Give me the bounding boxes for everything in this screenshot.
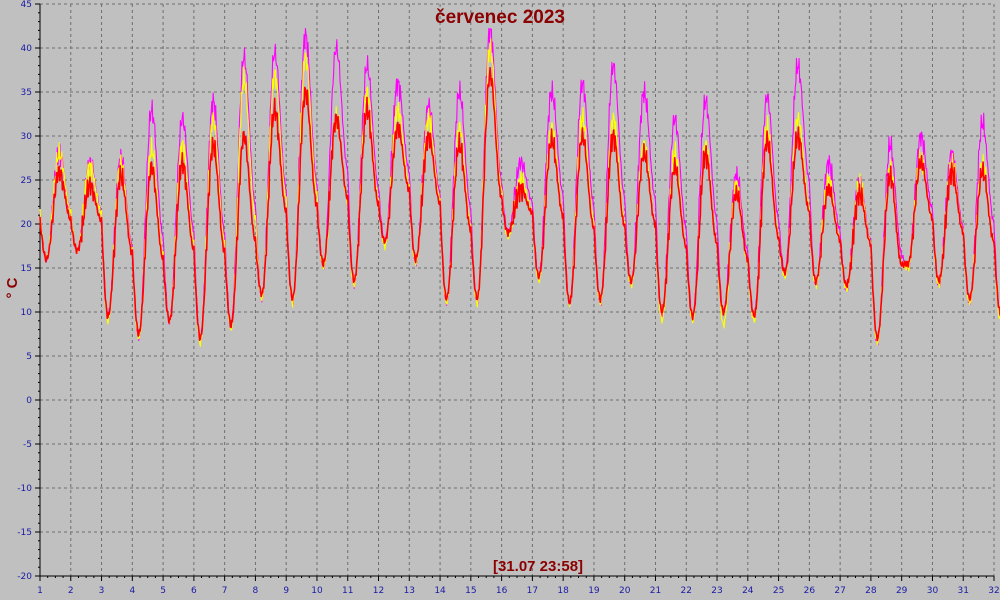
x-tick-label: 20 xyxy=(619,586,631,596)
x-tick-label: 32 xyxy=(988,586,999,596)
y-tick-label: -10 xyxy=(17,484,32,494)
x-tick-label: 13 xyxy=(404,586,415,596)
x-tick-label: 22 xyxy=(681,586,692,596)
series xyxy=(39,27,1000,347)
x-tick-label: 14 xyxy=(434,586,446,596)
x-tick-label: 21 xyxy=(650,586,661,596)
x-tick-label: 31 xyxy=(957,586,968,596)
x-tick-label: 26 xyxy=(804,586,816,596)
x-tick-label: 8 xyxy=(253,586,259,596)
x-tick-label: 1 xyxy=(37,586,43,596)
x-tick-label: 10 xyxy=(311,586,323,596)
x-tick-label: 12 xyxy=(373,586,384,596)
timestamp-label: [31.07 23:58] xyxy=(493,558,583,575)
y-axis-label: ° C xyxy=(4,277,21,298)
y-tick-label: 35 xyxy=(21,88,32,98)
grid xyxy=(40,3,995,576)
x-tick-label: 18 xyxy=(557,586,569,596)
x-tick-label: 15 xyxy=(465,586,476,596)
x-tick-label: 25 xyxy=(773,586,784,596)
y-tick-label: 0 xyxy=(26,396,32,406)
x-tick-label: 24 xyxy=(742,586,754,596)
y-tick-label: 15 xyxy=(21,264,32,274)
y-tick-label: -20 xyxy=(17,572,32,582)
x-tick-label: 16 xyxy=(496,586,508,596)
y-tick-label: 20 xyxy=(21,220,33,230)
x-tick-label: 6 xyxy=(191,586,197,596)
y-tick-label: 25 xyxy=(21,176,32,186)
x-tick-label: 9 xyxy=(283,586,289,596)
y-tick-label: 10 xyxy=(21,308,33,318)
x-tick-label: 11 xyxy=(342,586,353,596)
y-tick-label: -15 xyxy=(17,528,32,538)
y-tick-label: -5 xyxy=(23,440,32,450)
x-tick-label: 28 xyxy=(865,586,877,596)
x-tick-label: 29 xyxy=(896,586,908,596)
x-tick-label: 3 xyxy=(99,586,105,596)
x-tick-label: 5 xyxy=(160,586,166,596)
x-tick-label: 7 xyxy=(222,586,228,596)
x-tick-label: 19 xyxy=(588,586,600,596)
y-tick-label: 45 xyxy=(21,0,32,10)
series-line xyxy=(39,66,1000,342)
x-tick-label: 30 xyxy=(927,586,939,596)
x-tick-label: 23 xyxy=(711,586,722,596)
y-tick-label: 30 xyxy=(21,132,33,142)
x-tick-label: 17 xyxy=(527,586,538,596)
x-tick-label: 4 xyxy=(129,586,135,596)
chart-title: červenec 2023 xyxy=(435,7,565,28)
x-tick-label: 2 xyxy=(68,586,74,596)
y-tick-label: 40 xyxy=(21,44,33,54)
x-tick-label: 27 xyxy=(834,586,845,596)
axes xyxy=(35,3,995,581)
y-tick-label: 5 xyxy=(26,352,32,362)
